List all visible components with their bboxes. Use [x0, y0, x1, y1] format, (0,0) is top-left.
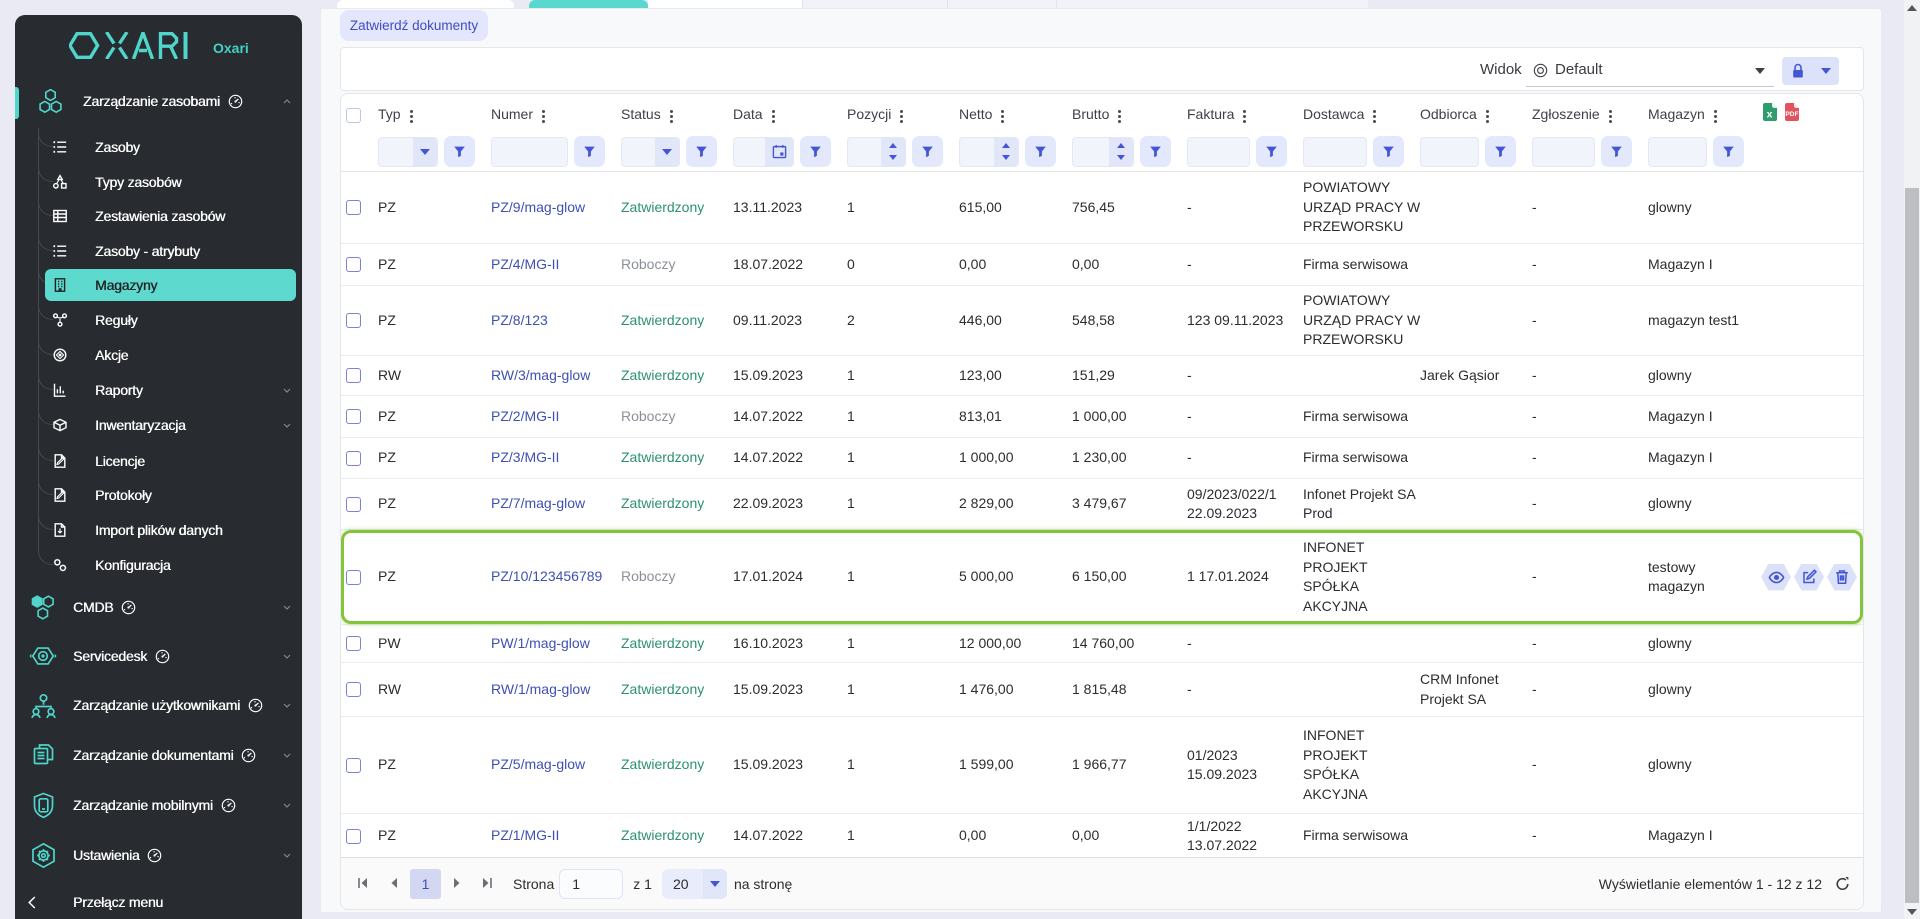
svg-text:x: x [1767, 109, 1773, 121]
svg-text:PDF: PDF [1785, 111, 1798, 118]
